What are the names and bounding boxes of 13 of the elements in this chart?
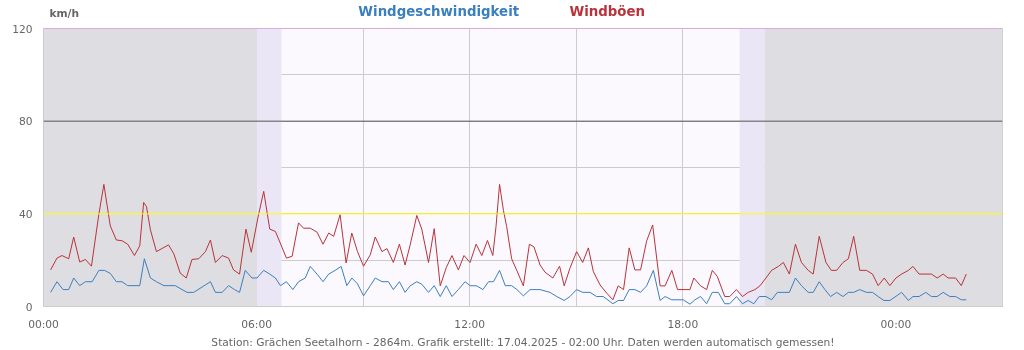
x-tick-label: 00:00 (28, 317, 60, 331)
y-tick-label: 80 (18, 115, 33, 129)
x-tick-label: 18:00 (667, 317, 699, 331)
x-tick-label: 00:00 (880, 317, 912, 331)
text: Windböen (569, 4, 646, 19)
y-tick-label: 120 (12, 22, 33, 36)
x-tick-label: 06:00 (241, 317, 273, 331)
text: Station: Grächen Seetalhorn - 2864m. Grafik erstellt: 17.04.2025 - 02:00 Uhr. Daten werden automatisch gemessen! (211, 335, 835, 349)
y-axis-title: km/h (49, 7, 80, 20)
x-tick-label: 12:00 (454, 317, 486, 331)
text: Windgeschwindigkeit (358, 4, 520, 19)
y-tick-label: 0 (25, 300, 33, 314)
y-tick-label: 40 (18, 207, 33, 221)
